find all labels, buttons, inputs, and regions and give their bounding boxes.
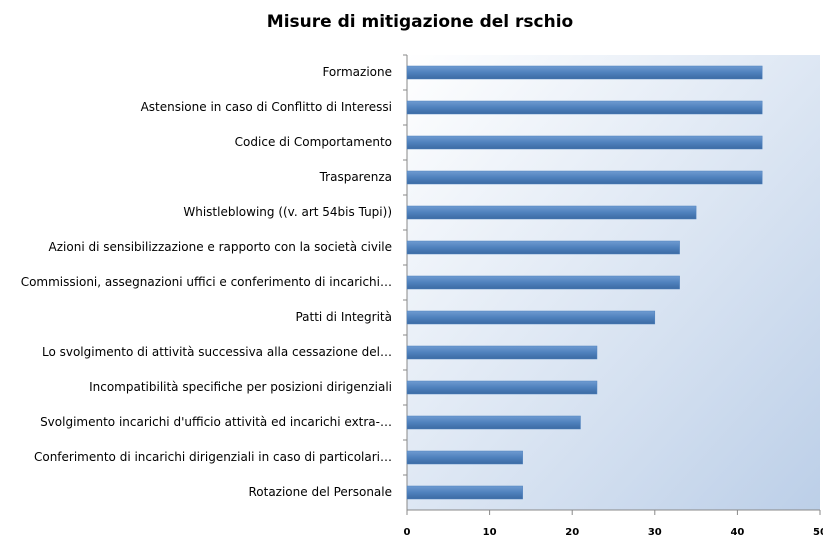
x-tick-label: 40 [730, 527, 744, 537]
bar [406, 100, 763, 115]
x-tick-label: 10 [483, 527, 497, 537]
bar [406, 485, 523, 500]
y-tick-label: Whistleblowing ((v. art 54bis Tupi)) [183, 205, 392, 219]
bar [406, 345, 598, 360]
y-tick-label: Astensione in caso di Conflitto di Inter… [141, 100, 392, 114]
bar [406, 205, 697, 220]
x-tick-label: 0 [404, 527, 411, 537]
bar [406, 65, 763, 80]
y-tick-label: Lo svolgimento di attività successiva al… [42, 345, 392, 359]
y-tick-label: Rotazione del Personale [248, 485, 392, 499]
y-tick-label: Formazione [322, 65, 392, 79]
y-tick-label: Commissioni, assegnazioni uffici e confe… [21, 275, 392, 289]
y-tick-label: Incompatibilità specifiche per posizioni… [89, 380, 392, 394]
y-tick-label: Codice di Comportamento [235, 135, 392, 149]
chart-title: Misure di mitigazione del rschio [267, 12, 573, 32]
bar [406, 240, 680, 255]
y-tick-label: Trasparenza [319, 170, 392, 184]
x-tick-label: 50 [813, 527, 823, 537]
bar [406, 450, 523, 465]
bar [406, 310, 656, 325]
x-tick-label: 20 [565, 527, 579, 537]
y-tick-label: Conferimento di incarichi dirigenziali i… [34, 450, 392, 464]
y-tick-label: Svolgimento incarichi d'ufficio attività… [40, 415, 392, 429]
bar [406, 170, 763, 185]
bar [406, 415, 581, 430]
bar [406, 380, 598, 395]
x-tick-label: 30 [648, 527, 662, 537]
y-tick-label: Azioni di sensibilizzazione e rapporto c… [49, 240, 392, 254]
bar [406, 135, 763, 150]
y-tick-label: Patti di Integrità [295, 310, 392, 324]
bar [406, 275, 680, 290]
